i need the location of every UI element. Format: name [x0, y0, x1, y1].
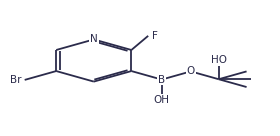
Text: OH: OH [154, 95, 170, 105]
Text: B: B [158, 75, 165, 85]
Text: N: N [90, 34, 98, 44]
Text: O: O [187, 66, 195, 76]
Text: HO: HO [211, 55, 227, 65]
Text: Br: Br [10, 75, 22, 85]
Text: F: F [152, 31, 158, 41]
